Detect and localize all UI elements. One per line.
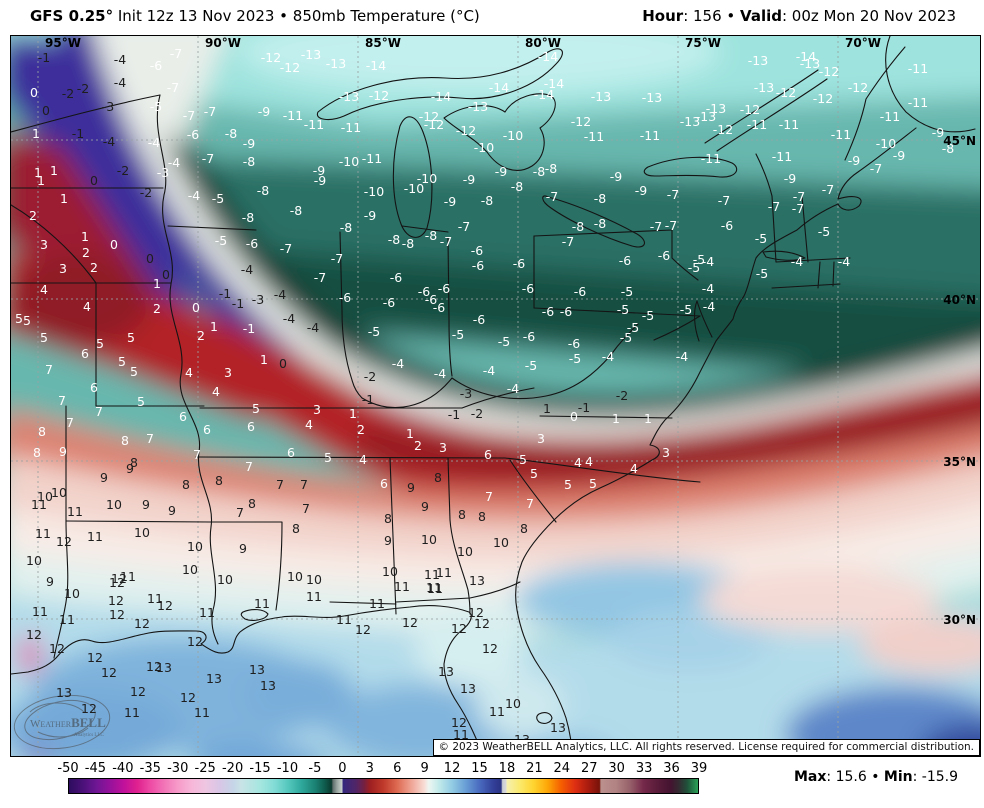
gulf-coast [11, 605, 485, 756]
colorbar-tick: -50 [57, 761, 79, 776]
state-mi-in [401, 225, 449, 233]
state-ms-al [389, 457, 397, 615]
state-tx-la [53, 520, 69, 659]
ohio-river [361, 355, 611, 409]
lake-huron [443, 93, 556, 171]
state-mn-canada [11, 94, 161, 133]
st-lawrence-river [704, 69, 828, 152]
min-label: Min [883, 769, 913, 785]
temperature-colorbar: -50 -45 -40 -35 -30 -25 -20 -15 -10 -5 0 3 6 9 12 15 18 2… [57, 761, 707, 806]
lake-champlain [755, 153, 773, 197]
state-nj-ny [671, 229, 699, 281]
geography-borders [11, 36, 976, 756]
colorbar-tick: 36 [663, 761, 680, 776]
colorbar-tick: -20 [221, 761, 244, 776]
watermark-subtext: Analytics LLC [74, 733, 105, 738]
colorbar-tick: -30 [167, 761, 189, 776]
state-fl-north [329, 581, 521, 605]
colorbar-tick: -10 [276, 761, 299, 776]
missouri-river [11, 204, 97, 284]
state-pa-ny [533, 229, 673, 237]
long-island [762, 250, 806, 261]
state-ma-south [771, 261, 841, 289]
colorbar-tick: 0 [338, 761, 347, 776]
atlantic-coast [515, 127, 917, 756]
state-ar-la [65, 520, 211, 523]
state-ma-north [775, 257, 851, 263]
colorbar-tick: 12 [443, 761, 461, 776]
temperature-field [11, 36, 980, 756]
state-al-ga [447, 457, 471, 615]
state-tn-south [195, 456, 506, 459]
lake-michigan [392, 116, 433, 238]
state-ky-va [461, 387, 535, 409]
lake-erie [542, 195, 645, 248]
hour-value: : 156 • [683, 7, 741, 25]
canada-coast [885, 36, 976, 133]
map-art: WEATHERBELL Analytics LLC [11, 36, 980, 756]
colorbar-tick: 18 [498, 761, 516, 776]
colorbar-tick: 27 [580, 761, 598, 776]
colorbar-tick: -5 [308, 761, 322, 776]
colorbar-tick: -25 [194, 761, 216, 776]
colorbar-tick: 33 [635, 761, 653, 776]
state-la-ms [209, 521, 283, 611]
colorbar-tick: 9 [420, 761, 429, 776]
map-canvas: WEATHERBELL Analytics LLC -1 -4 -7 -12 -13 -6… [10, 35, 981, 757]
colorbar-tick: -15 [249, 761, 271, 776]
colorbar-tick: -40 [112, 761, 134, 776]
graticule [11, 36, 980, 756]
mississippi-river [156, 94, 219, 645]
mason-dixon-line [533, 307, 701, 317]
colorbar-tick: 24 [553, 761, 571, 776]
colorbar-tick: 6 [393, 761, 402, 776]
colorbar-tick: 3 [365, 761, 374, 776]
copyright-notice: © 2023 WeatherBELL Analytics, LLC. All r… [432, 739, 980, 756]
state-wi-il [167, 225, 257, 231]
colorbar-gradient [68, 778, 699, 794]
lake-okeechobee [536, 712, 553, 724]
state-in-oh [447, 237, 453, 377]
chesapeake-bay [694, 300, 713, 342]
hour-label: Hour [642, 7, 684, 25]
model-run-info: Init 12z 13 Nov 2023 • 850mb Temperature… [113, 7, 480, 25]
potomac-river [653, 315, 701, 341]
valid-label: Valid [740, 7, 782, 25]
colorbar-tick: 39 [690, 761, 708, 776]
page-title: GFS 0.25° Init 12z 13 Nov 2023 • 850mb T… [30, 7, 480, 25]
model-name: GFS 0.25° [30, 7, 114, 25]
colorbar-tick: -35 [139, 761, 161, 776]
colorbar-tick: 30 [608, 761, 625, 776]
state-va-nc [539, 415, 673, 419]
maine-border [844, 46, 906, 161]
valid-value: : 00z Mon 20 Nov 2023 [781, 7, 956, 25]
max-value: : 15.6 • [826, 769, 884, 785]
state-vt-ny [771, 195, 777, 263]
savannah-river [509, 459, 557, 523]
state-nh-vt [801, 195, 809, 263]
valid-time-info: Hour: 156 • Valid: 00z Mon 20 Nov 2023 [642, 7, 956, 25]
state-nc-sc [504, 457, 701, 483]
max-label: Max [793, 769, 827, 785]
colorbar-tick: 21 [526, 761, 543, 776]
min-value: : -15.9 [912, 769, 958, 785]
colorbar-tick: 15 [471, 761, 488, 776]
lake-superior [316, 48, 563, 121]
state-wv-pa [609, 323, 639, 357]
state-il-in [339, 231, 363, 399]
lake-ontario [643, 156, 738, 178]
colorbar-tick-labels: -50 -45 -40 -35 -30 -25 -20 -15 -10 -5 0 3 6 9 12 15 18 2… [57, 761, 707, 777]
max-min-stats: Max: 15.6 • Min: -15.9 [794, 769, 958, 785]
colorbar-tick: -45 [84, 761, 107, 776]
lake-pontchartrain [240, 609, 269, 621]
